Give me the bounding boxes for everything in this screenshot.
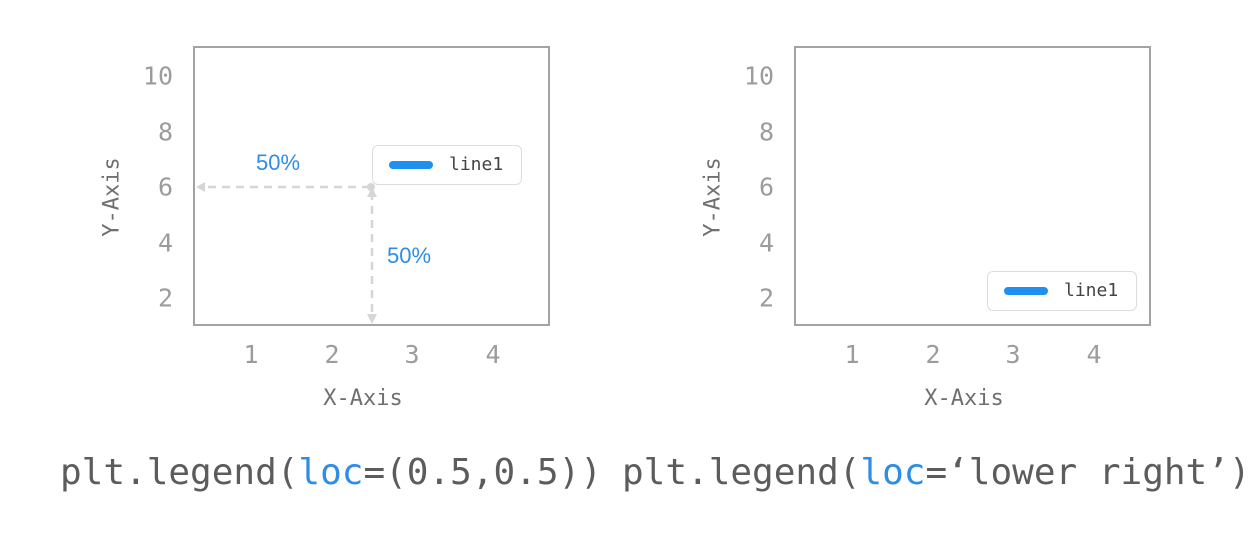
vertical-percent-label: 50% [387,243,432,268]
ytick-label: 8 [157,117,173,147]
ytick-label: 6 [157,172,173,202]
y-axis-label: Y-Axis [700,157,726,237]
panel-loc-lower-right: 2 4 6 8 10 1 2 3 4 X-Axis Y-Axis line1 p… [601,0,1251,537]
legend-line-swatch [389,161,433,169]
ytick-label: 2 [157,283,173,313]
legend-label: line1 [449,154,504,175]
anchor-point [367,183,375,191]
horizontal-percent-label: 50% [256,150,301,175]
legend-box: line1 [987,271,1137,311]
xtick-label: 4 [485,340,501,369]
vertical-arrow-head-up [367,187,377,197]
xtick-label: 1 [243,340,259,369]
xtick-label: 2 [324,340,340,369]
ytick-label: 10 [743,61,774,91]
ytick-label: 4 [157,228,173,258]
code-keyword: loc [298,452,364,493]
xtick-label: 4 [1086,340,1102,369]
panel-loc-tuple: 2 4 6 8 10 1 2 3 4 X-Axis Y-Axis [0,0,620,537]
legend-line-swatch [1004,287,1048,295]
code-suffix: =‘lower right’) [925,452,1251,493]
code-suffix: =(0.5,0.5)) [363,452,602,493]
ytick-label: 10 [142,61,173,91]
horizontal-arrow-head [196,182,205,192]
anchor-guides [196,182,377,324]
xtick-label: 3 [404,340,420,369]
x-axis-label: X-Axis [924,386,1004,411]
code-prefix: plt.legend( [622,452,861,493]
ytick-label: 2 [758,283,774,313]
legend-label: line1 [1064,280,1119,301]
ytick-label: 4 [758,228,774,258]
x-axis-label: X-Axis [323,386,403,411]
xtick-label: 2 [925,340,941,369]
xtick-label: 3 [1005,340,1021,369]
code-prefix: plt.legend( [60,452,299,493]
code-keyword: loc [860,452,926,493]
ytick-label: 8 [758,117,774,147]
code-snippet: plt.legend(loc=(0.5,0.5)) [60,452,602,493]
code-snippet: plt.legend(loc=‘lower right’) [622,452,1251,493]
legend-box: line1 [372,145,522,185]
vertical-arrow-head-down [367,314,377,324]
xtick-label: 1 [844,340,860,369]
ytick-label: 6 [758,172,774,202]
